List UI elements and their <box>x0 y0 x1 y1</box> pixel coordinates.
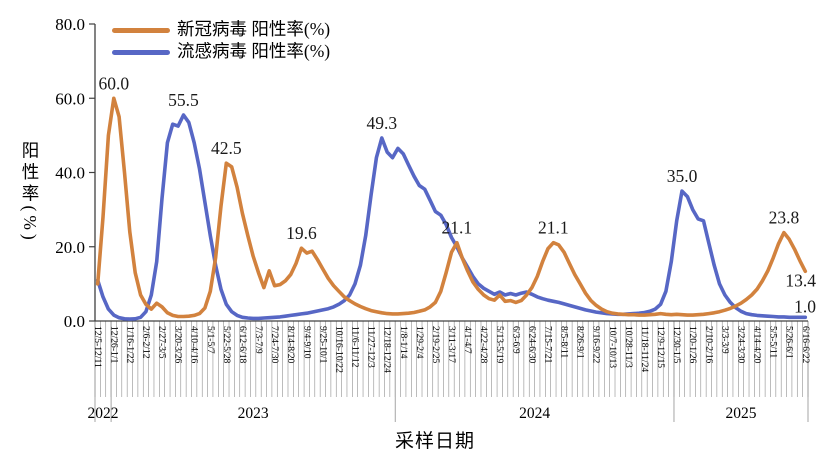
peak-annotation: 49.3 <box>366 113 397 133</box>
y-tick-label: 60.0 <box>55 89 85 108</box>
legend-item-covid: 新冠病毒 阳性率(%) <box>112 19 330 41</box>
x-tick-label: 10/16-10/22 <box>333 326 344 373</box>
x-tick-label: 5/26-6/1 <box>784 326 795 359</box>
x-tick-label: 12/26-1/1 <box>108 326 119 364</box>
year-label: 2022 <box>88 405 119 422</box>
x-tick-label: 2/19-2/25 <box>430 326 441 364</box>
x-tick-label: 8/14-8/20 <box>285 326 296 364</box>
peak-annotation: 21.1 <box>442 218 473 238</box>
x-tick-label: 6/16-6/22 <box>800 326 811 364</box>
peak-annotation: 23.8 <box>769 208 800 228</box>
year-label: 2024 <box>519 405 550 422</box>
x-tick-label: 11/6-11/12 <box>350 326 361 368</box>
flu-line-swatch <box>112 49 170 55</box>
x-tick-label: 2/27-3/5 <box>157 326 168 359</box>
covid-series-line <box>95 96 808 319</box>
x-tick-label: 1/8-1/14 <box>398 326 409 359</box>
x-tick-label: 7/15-7/21 <box>542 326 553 364</box>
x-tick-label: 5/22-5/28 <box>221 326 232 364</box>
peak-annotation: 13.4 <box>785 270 816 290</box>
x-tick-label: 9/25-10/1 <box>317 326 328 364</box>
x-tick-label: 7/3-7/9 <box>253 326 264 354</box>
x-tick-label: 12/18-12/24 <box>382 326 393 373</box>
x-tick-label: 1/29-2/4 <box>414 326 425 359</box>
x-tick-label: 6/3-6/9 <box>510 326 521 354</box>
x-tick-label: 3/24-3/30 <box>735 326 746 364</box>
x-tick-label: 7/24-7/30 <box>269 326 280 364</box>
x-tick-label: 3/3-3/9 <box>719 326 730 354</box>
x-tick-label: 11/27-12/3 <box>366 326 377 368</box>
x-tick-label: 3/20-3/26 <box>173 326 184 364</box>
x-tick-label: 4/1-4/7 <box>462 326 473 354</box>
y-tick-label: 40.0 <box>55 164 85 183</box>
legend-label-covid: 新冠病毒 阳性率(%) <box>177 19 331 40</box>
x-tick-label: 5/1-5/7 <box>205 326 216 354</box>
year-label: 2025 <box>725 405 756 422</box>
peak-annotation: 19.6 <box>286 223 317 243</box>
x-tick-label: 1/16-1/22 <box>124 326 135 364</box>
x-tick-label: 12/5-12/11 <box>92 326 103 368</box>
x-tick-label: 3/11-3/17 <box>446 326 457 363</box>
year-label: 2023 <box>238 405 269 422</box>
peak-annotation: 55.5 <box>168 90 199 110</box>
y-tick-label: 0.0 <box>64 312 85 331</box>
x-tick-label: 10/28-11/3 <box>623 326 634 368</box>
legend-item-flu: 流感病毒 阳性率(%) <box>112 41 330 63</box>
x-tick-label: 1/20-1/26 <box>687 326 698 364</box>
x-tick-label: 10/7-10/13 <box>607 326 618 368</box>
x-tick-label: 8/26-9/1 <box>575 326 586 359</box>
y-axis-title: 阳性率(%) <box>20 141 40 244</box>
x-tick-label: 8/5-8/11 <box>559 326 570 358</box>
peak-annotation: 21.1 <box>538 218 569 238</box>
x-tick-label: 4/14-4/20 <box>752 326 763 364</box>
x-tick-label: 9/4-9/10 <box>301 326 312 359</box>
x-tick-label: 6/24-6/30 <box>526 326 537 364</box>
covid-line-swatch <box>112 27 170 33</box>
x-tick-label: 9/16-9/22 <box>591 326 602 364</box>
x-tick-label: 4/10-4/16 <box>189 326 200 364</box>
x-tick-label: 12/30-1/5 <box>671 326 682 364</box>
x-tick-label: 5/13-5/19 <box>494 326 505 364</box>
peak-annotation: 60.0 <box>98 73 129 93</box>
peak-annotation: 42.5 <box>211 138 242 158</box>
x-tick-label: 6/12-6/18 <box>237 326 248 364</box>
x-axis-title: 采样日期 <box>394 431 475 452</box>
x-tick-label: 2/6-2/12 <box>140 326 151 359</box>
x-tick-label: 4/22-4/28 <box>478 326 489 364</box>
legend-label-flu: 流感病毒 阳性率(%) <box>177 41 331 62</box>
x-tick-label: 5/5-5/11 <box>768 326 779 358</box>
peak-annotation: 35.0 <box>667 166 698 186</box>
x-tick-label: 2/10-2/16 <box>703 326 714 364</box>
peak-annotation: 1.0 <box>794 296 816 316</box>
x-tick-label: 12/9-12/15 <box>655 326 666 368</box>
y-tick-label: 80.0 <box>55 15 85 34</box>
x-tick-label: 11/18-11/24 <box>639 326 650 372</box>
legend: 新冠病毒 阳性率(%) 流感病毒 阳性率(%) <box>112 19 330 63</box>
y-tick-label: 20.0 <box>55 238 85 257</box>
